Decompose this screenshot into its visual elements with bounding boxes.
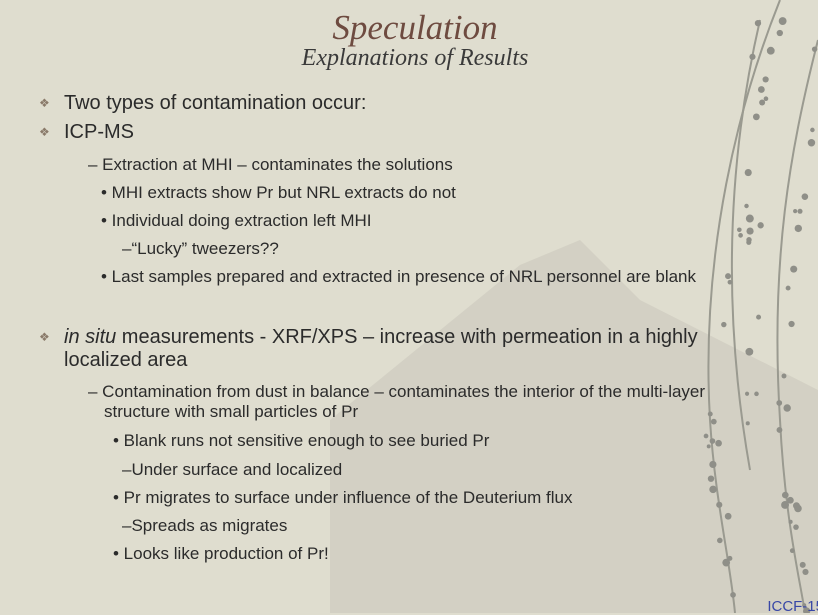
willow-bud (763, 96, 769, 102)
willow-bud (744, 168, 752, 177)
willow-bud (797, 208, 803, 214)
willow-bud (709, 438, 716, 444)
willow-bud (785, 285, 791, 291)
willow-bud (789, 548, 795, 554)
willow-bud (727, 555, 733, 561)
willow-bud (707, 411, 713, 417)
willow-bud (759, 99, 766, 106)
sub-bullet-item: –Spreads as migrates (122, 516, 288, 535)
sub-bullet-item: • Last samples prepared and extracted in… (101, 267, 696, 286)
willow-bud (746, 227, 754, 235)
sub-bullet-item: –“Lucky” tweezers?? (122, 239, 279, 258)
italic-term: in situ (64, 326, 117, 348)
willow-bud (745, 214, 754, 223)
willow-bud (730, 592, 736, 598)
diamond-bullet-icon: ❖ (39, 96, 50, 110)
sub-bullet-item: • Looks like production of Pr! (113, 544, 329, 563)
willow-bud (749, 53, 756, 60)
willow-bud (762, 76, 769, 83)
sub-bullet-item: • Individual doing extraction left MHI (101, 211, 372, 230)
willow-bud (724, 512, 732, 520)
willow-bud (810, 127, 815, 133)
bullet-item: in situ measurements - XRF/XPS – increas… (64, 326, 698, 349)
willow-bud (746, 237, 752, 243)
willow-bud (802, 603, 807, 608)
willow-bud (754, 19, 762, 27)
willow-bud (725, 273, 732, 280)
willow-bud (716, 501, 723, 508)
slide-subtitle: Explanations of Results (301, 45, 529, 71)
mountain-shape (330, 240, 818, 613)
willow-bud (807, 139, 816, 147)
willow-bud (778, 17, 787, 25)
willow-bud (788, 519, 793, 524)
willow-bud (757, 86, 765, 93)
willow-bud (710, 418, 717, 425)
willow-bud (793, 502, 800, 510)
willow-bud (757, 222, 764, 229)
slide-title: Speculation (332, 8, 498, 47)
willow-bud (745, 347, 754, 356)
willow-bud (754, 391, 759, 397)
willow-bud (793, 209, 798, 214)
willow-bud (786, 496, 794, 504)
footer-label: ICCF-15 (767, 598, 818, 615)
willow-bud (781, 501, 790, 509)
willow-bud (706, 444, 711, 449)
sub-bullet-item: – Extraction at MHI – contaminates the s… (88, 155, 453, 174)
bullet-item: Two types of contamination occur: (64, 92, 367, 114)
sub-bullet-item: –Under surface and localized (122, 460, 343, 479)
willow-bud (788, 320, 795, 328)
willow-bud (776, 400, 783, 406)
willow-bud (811, 46, 818, 52)
sub-bullet-item: – Contamination from dust in balance – c… (88, 382, 706, 401)
sub-bullet-item: • Blank runs not sensitive enough to see… (113, 431, 490, 450)
willow-bud (783, 404, 791, 412)
willow-branches (707, 0, 818, 613)
sub-bullet-item: • Pr migrates to surface under influence… (113, 488, 573, 507)
willow-bud (799, 561, 806, 568)
bullet-item: ICP-MS (64, 121, 134, 143)
willow-bud (794, 224, 802, 233)
diamond-bullet-icon: ❖ (39, 125, 50, 139)
willow-bud (781, 373, 787, 379)
willow-bud (766, 46, 775, 55)
willow-bud (745, 421, 750, 426)
willow-bud (776, 427, 783, 433)
willow-bud (801, 193, 809, 200)
sub-bullet-continuation: structure with small particles of Pr (104, 402, 359, 421)
willow-bud (793, 524, 799, 530)
willow-bud (727, 279, 733, 285)
bullet-text: measurements - XRF/XPS – increase with p… (116, 326, 698, 348)
willow-bud (709, 485, 717, 494)
willow-bud (744, 391, 750, 396)
willow-bud (737, 227, 742, 233)
willow-bud (804, 608, 810, 613)
willow-bud (756, 314, 762, 320)
willow-bud (722, 558, 731, 567)
willow-bud (707, 475, 715, 482)
willow-bud (744, 203, 749, 209)
sub-bullet-item: • MHI extracts show Pr but NRL extracts … (101, 183, 456, 202)
willow-bud (703, 433, 709, 439)
willow-bud (752, 113, 760, 121)
willow-bud (790, 265, 798, 273)
willow-bud (721, 321, 727, 328)
diamond-bullet-icon: ❖ (39, 330, 50, 344)
willow-bud (776, 29, 783, 37)
willow-bud (715, 439, 722, 447)
bullet-continuation: localized area (64, 349, 188, 371)
willow-bud (717, 537, 723, 544)
willow-bud (802, 568, 809, 576)
willow-bud (781, 491, 789, 499)
willow-buds (703, 17, 818, 613)
willow-bud (738, 233, 743, 238)
willow-bud (709, 460, 717, 469)
